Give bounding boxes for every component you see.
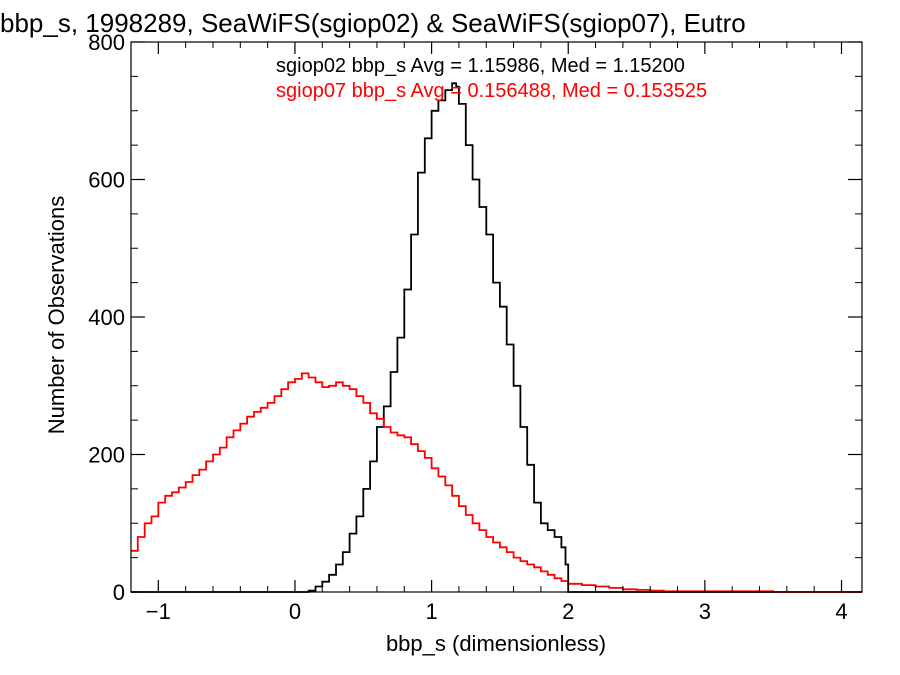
x-tick-label: 1 <box>425 599 437 624</box>
x-tick-label: 2 <box>562 599 574 624</box>
x-tick-label: 3 <box>699 599 711 624</box>
y-tick-label: 600 <box>88 168 125 193</box>
series-line-1 <box>131 372 862 593</box>
series-layer <box>131 82 862 593</box>
ticks-layer: −1 0 1 2 3 4 0 200 400 600 800 <box>88 30 862 624</box>
y-tick-label: 200 <box>88 443 125 468</box>
chart-title: bbp_s, 1998289, SeaWiFS(sgiop02) & SeaWi… <box>0 8 746 38</box>
x-tick-label: 0 <box>289 599 301 624</box>
series-line-0 <box>131 82 862 593</box>
annotation-sgiop07: sgiop07 bbp_s Avg = 0.156488, Med = 0.15… <box>276 80 707 102</box>
annotation-sgiop02: sgiop02 bbp_s Avg = 1.15986, Med = 1.152… <box>276 55 685 77</box>
x-tick-label: −1 <box>146 599 171 624</box>
x-tick-label: 4 <box>835 599 847 624</box>
y-tick-label: 400 <box>88 305 125 330</box>
y-tick-label: 0 <box>113 580 125 605</box>
y-axis-label: Number of Observations <box>44 196 69 434</box>
x-axis-label: bbp_s (dimensionless) <box>386 631 606 656</box>
y-tick-label: 800 <box>88 30 125 55</box>
